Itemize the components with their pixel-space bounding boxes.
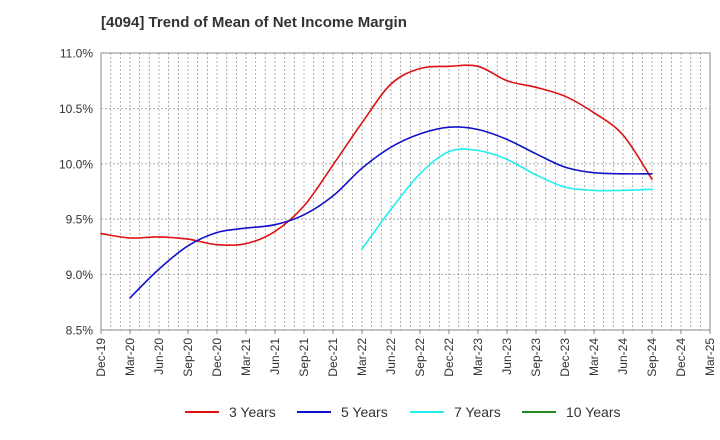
series-line-3-years	[100, 64, 653, 247]
y-tick-label: 9.5%	[66, 213, 94, 227]
chart-title: [4094] Trend of Mean of Net Income Margi…	[101, 14, 407, 31]
legend-item-3-years: 3 Years	[185, 404, 276, 420]
x-tick-label: Mar-20	[123, 338, 137, 376]
x-tick-label: Jun-21	[268, 338, 282, 375]
legend-label: 3 Years	[229, 404, 276, 420]
legend-item-10-years: 10 Years	[522, 404, 621, 420]
legend-label: 7 Years	[454, 404, 501, 420]
y-tick-label: 9.0%	[66, 268, 94, 282]
x-tick-label: Dec-21	[326, 338, 340, 377]
series-line-5-years	[129, 126, 653, 299]
y-tick-label: 8.5%	[66, 324, 94, 338]
x-tick-label: Jun-22	[384, 338, 398, 375]
x-tick-label: Sep-23	[529, 338, 543, 377]
x-tick-label: Dec-19	[94, 338, 108, 377]
y-tick-label: 10.0%	[59, 157, 93, 171]
x-tick-label: Dec-22	[442, 338, 456, 377]
plot-border	[100, 52, 711, 331]
x-tick-label: Mar-25	[703, 338, 717, 376]
x-tick-label: Jun-20	[152, 338, 166, 375]
series-line-7-years	[361, 148, 653, 250]
x-tick-label: Jun-23	[500, 338, 514, 375]
x-tick-label: Dec-20	[210, 338, 224, 377]
legend-swatch	[410, 411, 444, 413]
legend-swatch	[185, 411, 219, 413]
x-tick-label: Mar-23	[471, 338, 485, 376]
x-tick-label: Mar-24	[587, 338, 601, 376]
legend-swatch	[297, 411, 331, 413]
x-tick-label: Sep-22	[413, 338, 427, 377]
legend: 3 Years 5 Years 7 Years 10 Years	[0, 404, 720, 426]
y-tick-label: 11.0%	[60, 47, 93, 61]
x-tick-label: Sep-24	[645, 338, 659, 377]
x-tick-label: Sep-21	[297, 338, 311, 377]
x-tick-label: Jun-24	[616, 338, 630, 375]
y-tick-label: 10.5%	[59, 102, 93, 116]
legend-item-7-years: 7 Years	[410, 404, 501, 420]
x-tick-label: Sep-20	[181, 338, 195, 377]
x-tick-label: Mar-21	[239, 338, 253, 376]
legend-swatch	[522, 411, 556, 413]
legend-label: 5 Years	[341, 404, 388, 420]
x-tick-label: Dec-23	[558, 338, 572, 377]
x-tick-label: Mar-22	[355, 338, 369, 376]
x-tick-label: Dec-24	[674, 338, 688, 377]
legend-label: 10 Years	[566, 404, 621, 420]
legend-item-5-years: 5 Years	[297, 404, 388, 420]
